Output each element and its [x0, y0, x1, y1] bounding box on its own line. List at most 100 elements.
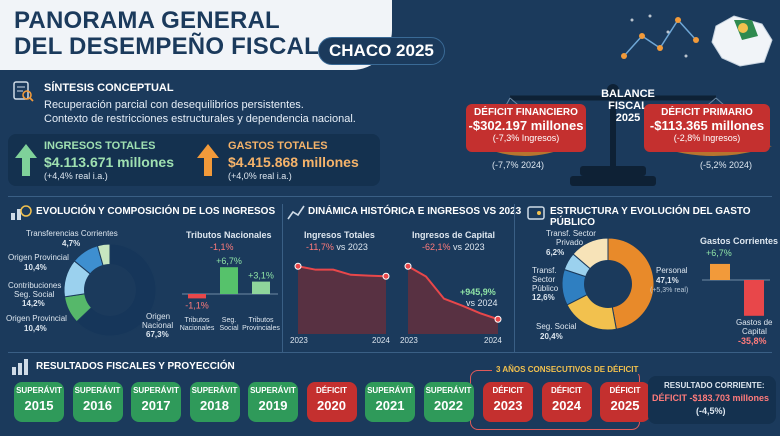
sintesis-line-2: Contexto de restricciones estructurales …	[44, 113, 356, 125]
label-transferencias: Transferencias Corrientes	[26, 229, 118, 238]
ingresos-change: (+4,4% real i.a.)	[44, 171, 108, 181]
ing-capital-note-pct: +945,9%	[460, 287, 496, 297]
pct-priv: 6,2%	[546, 248, 565, 257]
kpi-card	[8, 134, 380, 186]
balance-title-1: BALANCE	[601, 88, 655, 100]
ingresos-capital-line	[407, 265, 499, 321]
primario-value: -$113.365 millones	[649, 118, 765, 133]
pct-contribuciones: 14,2%	[22, 299, 45, 308]
ingresos-totales-line	[297, 265, 387, 278]
tributos-bar-name-1-1: Social	[219, 325, 239, 332]
result-year: 2025	[610, 398, 640, 413]
deficit-financiero-card: DÉFICIT FINANCIERO -$302.197 millones (-…	[466, 104, 586, 152]
result-status: DÉFICIT	[315, 386, 348, 395]
tributos-bar-2	[252, 281, 270, 294]
result-pill-2024: DÉFICIT 2024	[541, 382, 592, 422]
label-origen-provincial-2: Origen Provincial	[6, 314, 67, 323]
ing-totales-pct: -11,7%	[306, 242, 334, 252]
tributos-bar-label-1: +6,7%	[216, 256, 242, 266]
gastos-corr-title: Gastos Corrientes	[700, 236, 779, 246]
label-contribuciones-1: Contribuciones	[8, 281, 62, 290]
balance-title-2: FISCAL	[608, 100, 648, 112]
deficit-primario-card: DÉFICIT PRIMARIO -$113.365 millones (-2,…	[644, 104, 770, 152]
pct-ss: 20,4%	[540, 332, 563, 341]
location-pin-icon	[738, 23, 748, 33]
tributos-bar-name-1-0: Seg.	[222, 317, 236, 324]
wallet-icon	[527, 206, 545, 220]
result-pill-2018: SUPERÁVIT 2018	[189, 382, 240, 422]
ing-totales-title: Ingresos Totales	[304, 230, 375, 240]
result-year: 2015	[24, 398, 54, 413]
network-map-icon	[621, 14, 773, 67]
tributos-bar-name-2-0: Tributos	[248, 317, 274, 324]
label-origen-nacional-2: Nacional	[142, 321, 174, 330]
resultados-title: RESULTADOS FISCALES Y PROYECCIÓN	[36, 361, 235, 372]
pct-pers: 47,1%	[656, 276, 679, 285]
primario-label: DÉFICIT PRIMARIO	[661, 107, 753, 118]
title-line-1: PANORAMA GENERAL	[14, 7, 280, 34]
result-year: 2019	[258, 398, 288, 413]
bar-chart-icon	[12, 359, 28, 375]
result-status: SUPERÁVIT	[367, 386, 413, 395]
label-pub-2: Sector	[532, 275, 556, 284]
pers-real: (+5,3% real)	[650, 287, 689, 294]
label-priv-1: Transf. Sector	[546, 229, 596, 238]
tributos-bar-name-0-0: Tributos	[184, 317, 210, 324]
tributos-bar-name-2-1: Provinciales	[242, 325, 280, 332]
sintesis-title: SÍNTESIS CONCEPTUAL	[44, 82, 174, 94]
corriente-value: DÉFICIT -$183.703 millones	[652, 393, 770, 403]
ingresos-value: $4.113.671 millones	[44, 154, 174, 170]
tributos-bar-0	[188, 294, 206, 299]
tributos-bar-name-0-1: Nacionales	[180, 325, 215, 332]
tributos-title-pct: -1,1%	[210, 242, 234, 252]
gastos-value: $4.415.868 millones	[228, 154, 359, 170]
ingresos-label: INGRESOS TOTALES	[44, 140, 156, 152]
gastos-cap-pct: -35,8%	[738, 336, 767, 346]
financiero-value: -$302.197 millones	[468, 118, 584, 133]
label-pers: Personal	[656, 266, 688, 275]
ingresos-totales-area	[298, 266, 386, 334]
ingresos-donut	[63, 243, 157, 337]
ing-capital-note-vs: vs 2024	[466, 298, 498, 308]
label-origen-provincial-1: Origen Provincial	[8, 253, 69, 262]
pct-transferencias: 4,7%	[62, 239, 81, 248]
label-priv-2: Privado	[556, 238, 584, 247]
result-pill-2025: DÉFICIT 2025	[600, 382, 650, 422]
gastos-cap-1: Gastos de	[736, 318, 773, 327]
gastos-change: (+4,0% real i.a.)	[228, 171, 292, 181]
line-chart-icon	[287, 205, 305, 220]
pct-origen-nacional: 67,3%	[146, 330, 169, 339]
ingresos-totales-point-0	[294, 262, 302, 270]
ingresos-capital-point-0	[404, 262, 412, 270]
gasto-bar-chart	[702, 263, 770, 316]
primario-pct: (-2,8% Ingresos)	[673, 133, 741, 143]
label-pub-1: Transf.	[532, 266, 557, 275]
pct-origen-provincial-1: 10,4%	[24, 263, 47, 272]
result-status: DÉFICIT	[550, 386, 583, 395]
result-pill-2022: SUPERÁVIT 2022	[423, 382, 474, 422]
result-pill-2019: SUPERÁVIT 2019	[248, 382, 298, 422]
label-contribuciones-2: Seg. Social	[14, 290, 55, 299]
gastos-label: GASTOS TOTALES	[228, 140, 328, 152]
ing-capital-pct: -62,1%	[422, 242, 451, 252]
divider-v1	[282, 204, 283, 352]
result-year: 2021	[375, 398, 405, 413]
ingresos-totales-point-1	[382, 272, 390, 280]
financiero-pct: (-7,3% Ingresos)	[492, 133, 560, 143]
province-map-icon	[711, 15, 773, 67]
page-title: PANORAMA GENERAL DEL DESEMPEÑO FISCAL	[14, 8, 319, 60]
ing-capital-x-start: 2023	[400, 336, 418, 345]
title-line-2: DEL DESEMPEÑO FISCAL	[14, 33, 319, 60]
result-status: DÉFICIT	[609, 386, 641, 395]
primario-prev: (-5,2% 2024)	[700, 160, 753, 170]
result-status: SUPERÁVIT	[425, 386, 472, 395]
year-badge: CHACO 2025	[318, 37, 445, 65]
gastos-cap-2: Capital	[742, 327, 767, 336]
divider-top	[8, 196, 772, 197]
tributos-bar-1	[220, 267, 238, 294]
arrow-up-orange-icon	[197, 144, 219, 176]
gastos-corrientes-bar	[710, 263, 730, 280]
deficit-streak-callout: 3 AÑOS CONSECUTIVOS DE DÉFICIT	[492, 365, 643, 374]
balance-title-3: 2025	[615, 112, 641, 124]
result-status: SUPERÁVIT	[74, 386, 121, 395]
